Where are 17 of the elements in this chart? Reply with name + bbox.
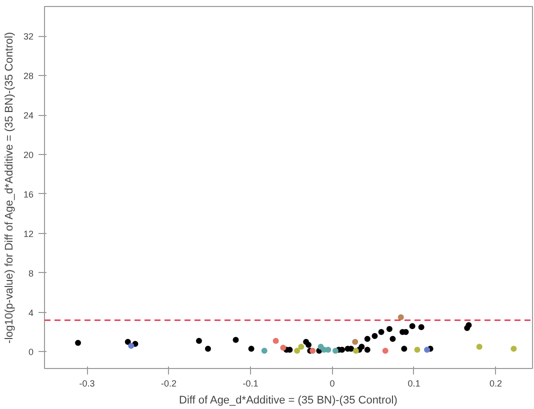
x-tick-label: 0.1 bbox=[408, 378, 420, 388]
y-tick-label: 8 bbox=[28, 268, 34, 278]
y-tick-label: 24 bbox=[23, 110, 34, 120]
x-tick-label: -0.2 bbox=[160, 378, 177, 388]
x-tick-label: -0.3 bbox=[79, 378, 95, 388]
x-axis-title: Diff of Age_d*Additive = (35 BN)-(35 Control) bbox=[179, 394, 398, 406]
x-tick-label: 0 bbox=[330, 378, 335, 388]
y-tick-label: 0 bbox=[28, 347, 34, 358]
y-tick-label: 12 bbox=[23, 228, 34, 239]
y-tick-label: 32 bbox=[23, 32, 34, 42]
y-tick-label: 20 bbox=[23, 150, 34, 160]
y-axis-title: -log10(p-value) for Diff of Age_d*Additive = (35 BN)-(35 Control) bbox=[3, 32, 16, 344]
x-tick-label: 0.2 bbox=[489, 378, 502, 388]
y-tick-label: 28 bbox=[23, 71, 34, 82]
x-tick-label: -0.1 bbox=[242, 378, 258, 388]
y-tick-label: 16 bbox=[23, 189, 34, 200]
y-tick-label: 4 bbox=[28, 308, 34, 318]
